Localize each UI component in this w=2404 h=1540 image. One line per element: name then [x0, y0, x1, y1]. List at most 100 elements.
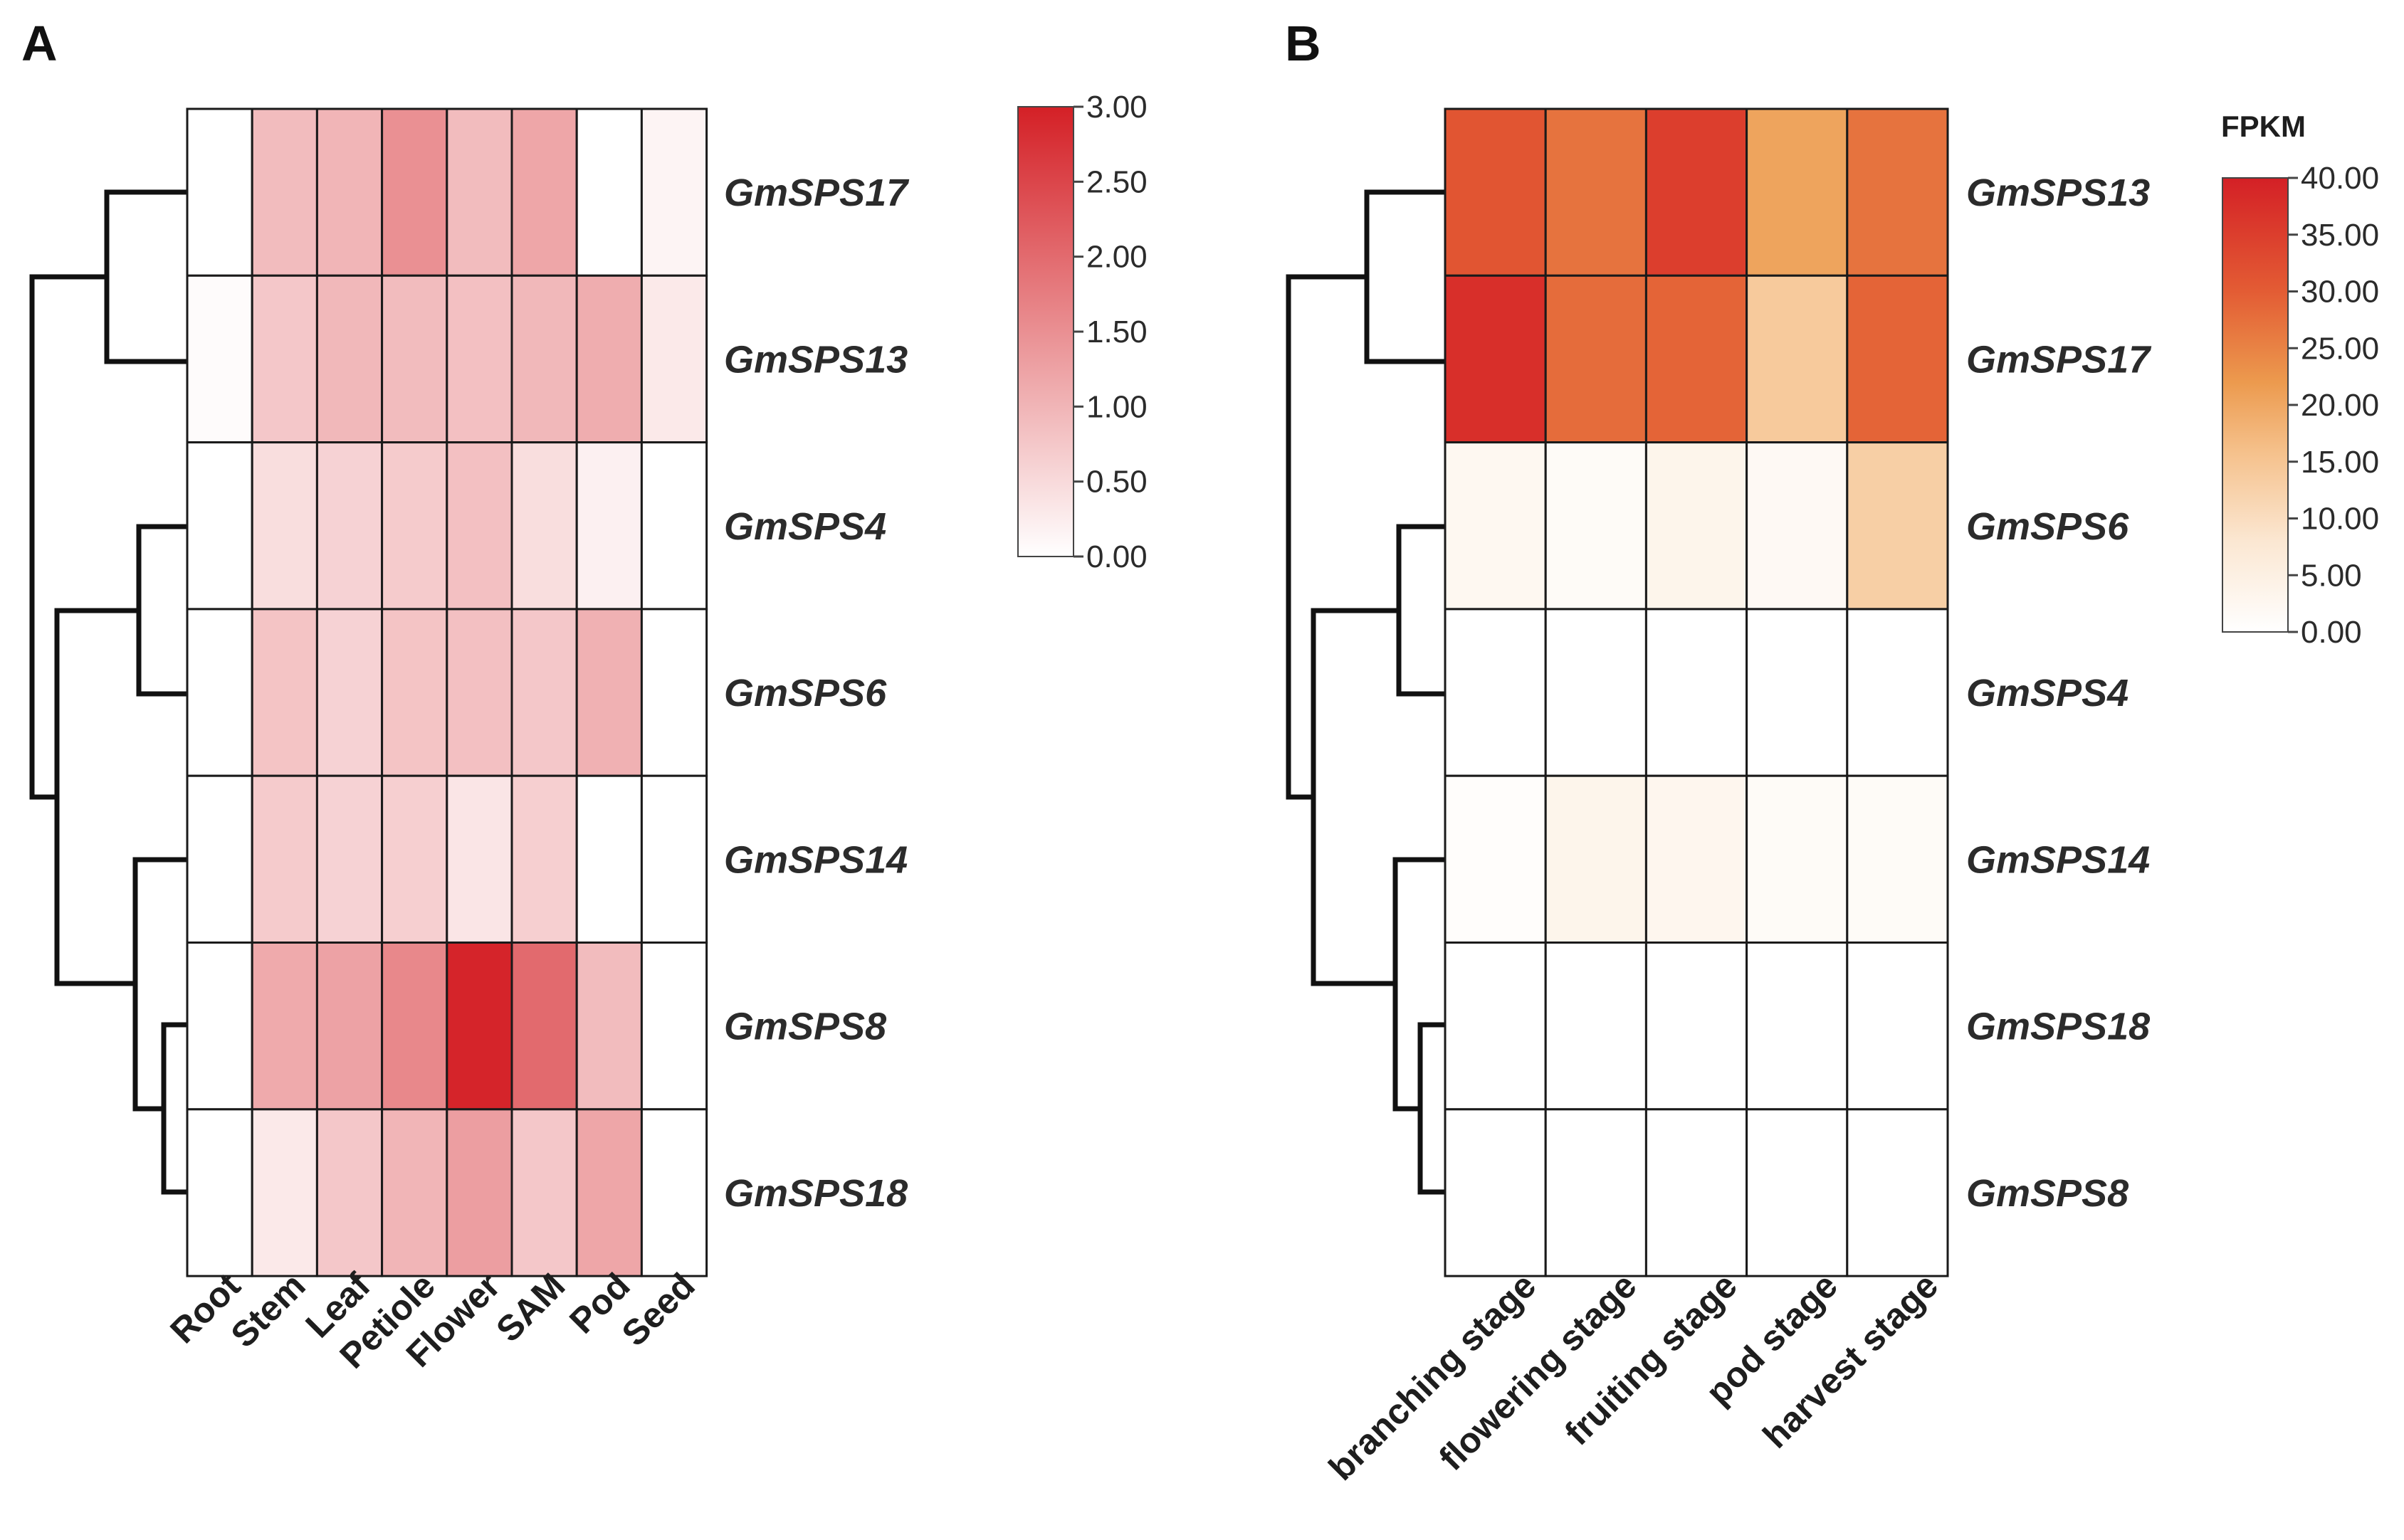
heatmap-cell-gmsps8-pod — [575, 942, 643, 1111]
heatmap-cell-gmsps18-seed — [640, 1108, 708, 1277]
heatmap-cell-gmsps18-pod — [575, 1108, 643, 1277]
colorbar-tick-label: 5.00 — [2301, 558, 2362, 593]
colorbar-a-gradient — [1018, 107, 1074, 557]
heatmap-cell-gmsps13-seed — [640, 274, 708, 444]
heatmap-cell-gmsps14-leaf — [315, 774, 384, 944]
heatmap-cell-gmsps8-flower — [446, 942, 513, 1111]
colorbar-tick-label: 3.00 — [1086, 90, 1148, 125]
heatmap-cell-gmsps6-pod — [575, 608, 643, 777]
heatmap-cell-gmsps17-harvest-stage — [1846, 274, 1949, 444]
heatmap-cell-gmsps14-sam — [510, 774, 578, 944]
column-label-harvest-stage: harvest stage — [1755, 1265, 1946, 1456]
heatmap-cell-gmsps13-sam — [510, 274, 578, 444]
heatmap-panel-a: GmSPS17 GmSPS13 GmSPS4 GmSPS6 GmSPS14 GmSPS8 G… — [29, 90, 1148, 1376]
heatmap-cell-gmsps14-branching-stage — [1444, 774, 1547, 944]
heatmap-cell-gmsps4-root — [186, 441, 253, 611]
heatmap-b-row-labels: GmSPS13 GmSPS17 GmSPS6 GmSPS4 GmSPS14 GmSPS18… — [1966, 172, 2152, 1215]
heatmap-cell-gmsps14-fruiting-stage — [1644, 774, 1748, 944]
colorbar-tick-label: 2.00 — [1086, 240, 1148, 275]
colorbar-tick-label: 35.00 — [2301, 218, 2379, 253]
heatmap-cell-gmsps6-pod-stage — [1746, 441, 1849, 611]
colorbar-tick-label: 1.00 — [1086, 389, 1148, 424]
heatmap-cell-gmsps14-seed — [640, 774, 708, 944]
row-label-gmsps4: GmSPS4 — [724, 505, 886, 548]
row-label-gmsps14: GmSPS14 — [1966, 838, 2150, 881]
row-label-gmsps8: GmSPS8 — [1966, 1172, 2129, 1215]
heatmap-cell-gmsps13-branching-stage — [1444, 107, 1547, 277]
row-label-gmsps13: GmSPS13 — [724, 339, 908, 381]
colorbar-tick-label: 40.00 — [2301, 161, 2379, 196]
heatmap-cell-gmsps18-flowering-stage — [1544, 942, 1647, 1111]
row-label-gmsps17: GmSPS17 — [724, 172, 910, 214]
heatmap-cell-gmsps17-stem — [251, 107, 318, 277]
heatmap-cell-gmsps14-flower — [446, 774, 513, 944]
heatmap-cell-gmsps4-seed — [640, 441, 708, 611]
heatmap-cell-gmsps18-flower — [446, 1108, 513, 1277]
colorbar-b: FPKM 40.00 35.00 30.00 25.00 20.00 15.00 10.00… — [2221, 110, 2379, 650]
heatmap-cell-gmsps13-flower — [446, 274, 513, 444]
row-label-gmsps6: GmSPS6 — [1966, 505, 2129, 548]
heatmap-cell-gmsps17-flowering-stage — [1544, 274, 1647, 444]
colorbar-tick-label: 1.50 — [1086, 315, 1148, 349]
heatmap-cell-gmsps6-sam — [510, 608, 578, 777]
row-label-gmsps4: GmSPS4 — [1966, 672, 2129, 714]
heatmap-cell-gmsps13-root — [186, 274, 253, 444]
heatmap-cell-gmsps6-leaf — [315, 608, 384, 777]
heatmap-cell-gmsps17-seed — [640, 107, 708, 277]
heatmap-cell-gmsps4-branching-stage — [1444, 608, 1547, 777]
heatmap-cell-gmsps8-pod-stage — [1746, 1108, 1849, 1277]
colorbar-tick-label: 0.00 — [2301, 615, 2362, 650]
panel-a-letter: A — [21, 16, 58, 71]
heatmap-cell-gmsps17-branching-stage — [1444, 274, 1547, 444]
heatmap-cell-gmsps18-stem — [251, 1108, 318, 1277]
colorbar-tick-label: 25.00 — [2301, 331, 2379, 366]
heatmap-cell-gmsps14-pod-stage — [1746, 774, 1849, 944]
column-label-sam: SAM — [488, 1265, 572, 1349]
heatmap-cell-gmsps17-fruiting-stage — [1644, 274, 1748, 444]
heatmap-cell-gmsps18-sam — [510, 1108, 578, 1277]
dendrogram-a — [29, 189, 187, 1195]
heatmap-cell-gmsps13-fruiting-stage — [1644, 107, 1748, 277]
panel-b-letter: B — [1285, 16, 1321, 71]
heatmap-cell-gmsps14-root — [186, 774, 253, 944]
heatmap-cell-gmsps18-fruiting-stage — [1644, 942, 1748, 1111]
row-label-gmsps18: GmSPS18 — [1966, 1006, 2150, 1048]
heatmap-cell-gmsps6-flowering-stage — [1544, 441, 1647, 611]
heatmap-cell-gmsps4-stem — [251, 441, 318, 611]
column-label-stem: Stem — [224, 1265, 313, 1355]
heatmap-a-cells — [186, 107, 708, 1277]
colorbar-tick-label: 30.00 — [2301, 275, 2379, 310]
heatmap-cell-gmsps13-stem — [251, 274, 318, 444]
colorbar-b-ticks: 40.00 35.00 30.00 25.00 20.00 15.00 10.00 5.00 0… — [2288, 161, 2379, 650]
heatmap-cell-gmsps6-root — [186, 608, 253, 777]
heatmap-cell-gmsps8-flowering-stage — [1544, 1108, 1647, 1277]
heatmap-cell-gmsps14-harvest-stage — [1846, 774, 1949, 944]
row-label-gmsps17: GmSPS17 — [1966, 339, 2152, 381]
heatmap-cell-gmsps17-pod-stage — [1746, 274, 1849, 444]
colorbar-tick-label: 20.00 — [2301, 388, 2379, 423]
heatmap-cell-gmsps8-sam — [510, 942, 578, 1111]
heatmap-cell-gmsps13-flowering-stage — [1544, 107, 1647, 277]
column-label-fruiting-stage: fruiting stage — [1557, 1265, 1745, 1453]
heatmap-cell-gmsps6-stem — [251, 608, 318, 777]
dendrogram-b — [1286, 189, 1445, 1195]
heatmap-cell-gmsps4-leaf — [315, 441, 384, 611]
heatmap-cell-gmsps13-pod — [575, 274, 643, 444]
heatmap-cell-gmsps13-pod-stage — [1746, 107, 1849, 277]
heatmap-cell-gmsps18-pod-stage — [1746, 942, 1849, 1111]
heatmap-cell-gmsps8-fruiting-stage — [1644, 1108, 1748, 1277]
heatmap-cell-gmsps8-petiole — [381, 942, 448, 1111]
colorbar-tick-label: 15.00 — [2301, 445, 2379, 480]
heatmap-cell-gmsps8-branching-stage — [1444, 1108, 1547, 1277]
heatmap-cell-gmsps8-seed — [640, 942, 708, 1111]
heatmap-cell-gmsps6-seed — [640, 608, 708, 777]
heatmap-cell-gmsps4-flowering-stage — [1544, 608, 1647, 777]
heatmap-a-row-labels: GmSPS17 GmSPS13 GmSPS4 GmSPS6 GmSPS14 GmSPS8 G… — [724, 172, 910, 1215]
heatmap-cell-gmsps6-branching-stage — [1444, 441, 1547, 611]
row-label-gmsps8: GmSPS8 — [724, 1006, 886, 1048]
heatmap-cell-gmsps4-harvest-stage — [1846, 608, 1949, 777]
heatmap-cell-gmsps4-petiole — [381, 441, 448, 611]
heatmap-cell-gmsps17-petiole — [381, 107, 448, 277]
heatmap-cell-gmsps8-leaf — [315, 942, 384, 1111]
